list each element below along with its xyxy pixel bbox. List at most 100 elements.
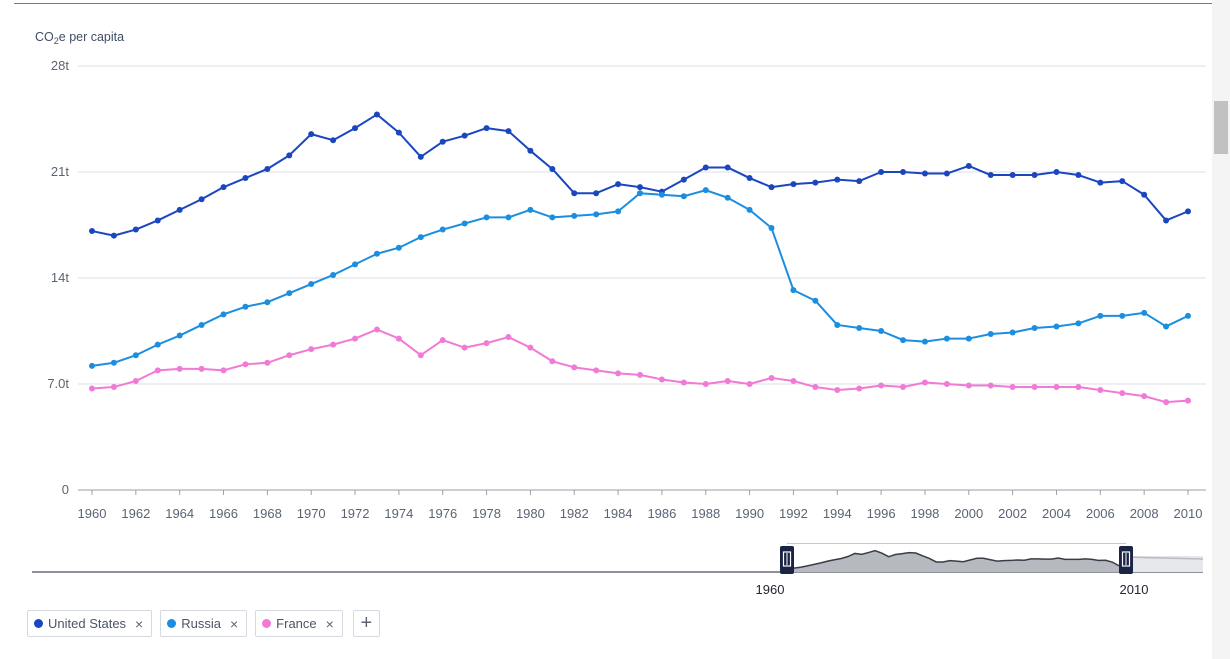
data-point[interactable] <box>308 131 315 138</box>
data-point[interactable] <box>856 385 863 392</box>
data-point[interactable] <box>308 281 315 288</box>
data-point[interactable] <box>176 332 183 339</box>
data-point[interactable] <box>198 196 205 203</box>
data-point[interactable] <box>768 374 775 381</box>
remove-icon[interactable]: × <box>325 615 334 632</box>
data-point[interactable] <box>790 377 797 384</box>
data-point[interactable] <box>1075 320 1082 327</box>
data-point[interactable] <box>921 170 928 177</box>
data-point[interactable] <box>724 194 731 201</box>
data-point[interactable] <box>680 379 687 386</box>
data-point[interactable] <box>1097 179 1104 186</box>
data-point[interactable] <box>198 321 205 328</box>
data-point[interactable] <box>461 344 468 351</box>
data-point[interactable] <box>373 250 380 257</box>
data-point[interactable] <box>527 206 534 213</box>
timeline-start-handle[interactable] <box>780 546 794 574</box>
data-point[interactable] <box>1163 323 1170 330</box>
data-point[interactable] <box>286 290 293 297</box>
chip-united-states[interactable]: United States × <box>27 610 153 637</box>
data-point[interactable] <box>549 214 556 221</box>
data-point[interactable] <box>1185 312 1191 319</box>
data-point[interactable] <box>1185 397 1191 404</box>
data-point[interactable] <box>417 234 424 241</box>
data-point[interactable] <box>1053 384 1060 391</box>
data-point[interactable] <box>746 381 753 387</box>
data-point[interactable] <box>154 217 161 224</box>
data-point[interactable] <box>965 335 972 342</box>
data-point[interactable] <box>176 206 183 213</box>
data-point[interactable] <box>680 176 687 183</box>
data-point[interactable] <box>1075 172 1082 179</box>
data-point[interactable] <box>702 381 709 387</box>
data-point[interactable] <box>286 152 293 159</box>
data-point[interactable] <box>812 179 819 186</box>
data-point[interactable] <box>856 178 863 185</box>
data-point[interactable] <box>1141 191 1148 198</box>
data-point[interactable] <box>417 153 424 160</box>
data-point[interactable] <box>571 212 578 219</box>
data-point[interactable] <box>615 370 622 377</box>
data-point[interactable] <box>987 331 994 338</box>
data-point[interactable] <box>110 359 117 366</box>
data-point[interactable] <box>1031 384 1038 391</box>
data-point[interactable] <box>1141 309 1148 316</box>
data-point[interactable] <box>352 261 359 268</box>
data-point[interactable] <box>1097 312 1104 319</box>
data-point[interactable] <box>242 303 249 310</box>
data-point[interactable] <box>1009 384 1016 391</box>
data-point[interactable] <box>768 184 775 191</box>
chip-russia[interactable]: Russia × <box>160 610 248 637</box>
data-point[interactable] <box>176 365 183 372</box>
data-point[interactable] <box>943 335 950 342</box>
data-point[interactable] <box>1009 172 1016 179</box>
data-point[interactable] <box>1119 178 1126 185</box>
data-point[interactable] <box>680 193 687 200</box>
data-point[interactable] <box>637 190 643 197</box>
data-point[interactable] <box>878 382 885 389</box>
data-point[interactable] <box>1031 172 1038 179</box>
data-point[interactable] <box>483 125 490 132</box>
data-point[interactable] <box>987 172 994 179</box>
data-point[interactable] <box>965 382 972 389</box>
data-point[interactable] <box>615 181 622 188</box>
data-point[interactable] <box>220 184 227 191</box>
data-point[interactable] <box>352 125 359 132</box>
data-point[interactable] <box>264 359 271 366</box>
data-point[interactable] <box>132 352 139 359</box>
data-point[interactable] <box>834 176 841 183</box>
data-point[interactable] <box>483 214 490 221</box>
data-point[interactable] <box>1185 208 1191 215</box>
data-point[interactable] <box>461 220 468 227</box>
timeline-end-handle[interactable] <box>1119 546 1133 574</box>
data-point[interactable] <box>1053 169 1060 175</box>
data-point[interactable] <box>330 137 337 144</box>
data-point[interactable] <box>330 341 337 348</box>
data-point[interactable] <box>834 387 841 394</box>
data-point[interactable] <box>264 165 271 172</box>
data-point[interactable] <box>900 384 907 391</box>
data-point[interactable] <box>571 364 578 371</box>
data-point[interactable] <box>395 129 402 136</box>
data-point[interactable] <box>702 164 709 171</box>
data-point[interactable] <box>1119 312 1126 319</box>
data-point[interactable] <box>724 377 731 384</box>
data-point[interactable] <box>154 341 161 348</box>
data-point[interactable] <box>505 128 512 135</box>
data-point[interactable] <box>987 382 994 389</box>
data-point[interactable] <box>89 385 95 392</box>
data-point[interactable] <box>593 190 600 197</box>
data-point[interactable] <box>352 335 359 342</box>
data-point[interactable] <box>637 371 643 378</box>
data-point[interactable] <box>571 190 578 197</box>
data-point[interactable] <box>1097 387 1104 394</box>
data-point[interactable] <box>812 384 819 391</box>
data-point[interactable] <box>834 321 841 328</box>
data-point[interactable] <box>220 311 227 318</box>
data-point[interactable] <box>593 367 600 374</box>
data-point[interactable] <box>1075 384 1082 391</box>
data-point[interactable] <box>110 232 117 239</box>
data-point[interactable] <box>242 361 249 368</box>
data-point[interactable] <box>439 138 446 145</box>
data-point[interactable] <box>1163 217 1170 224</box>
